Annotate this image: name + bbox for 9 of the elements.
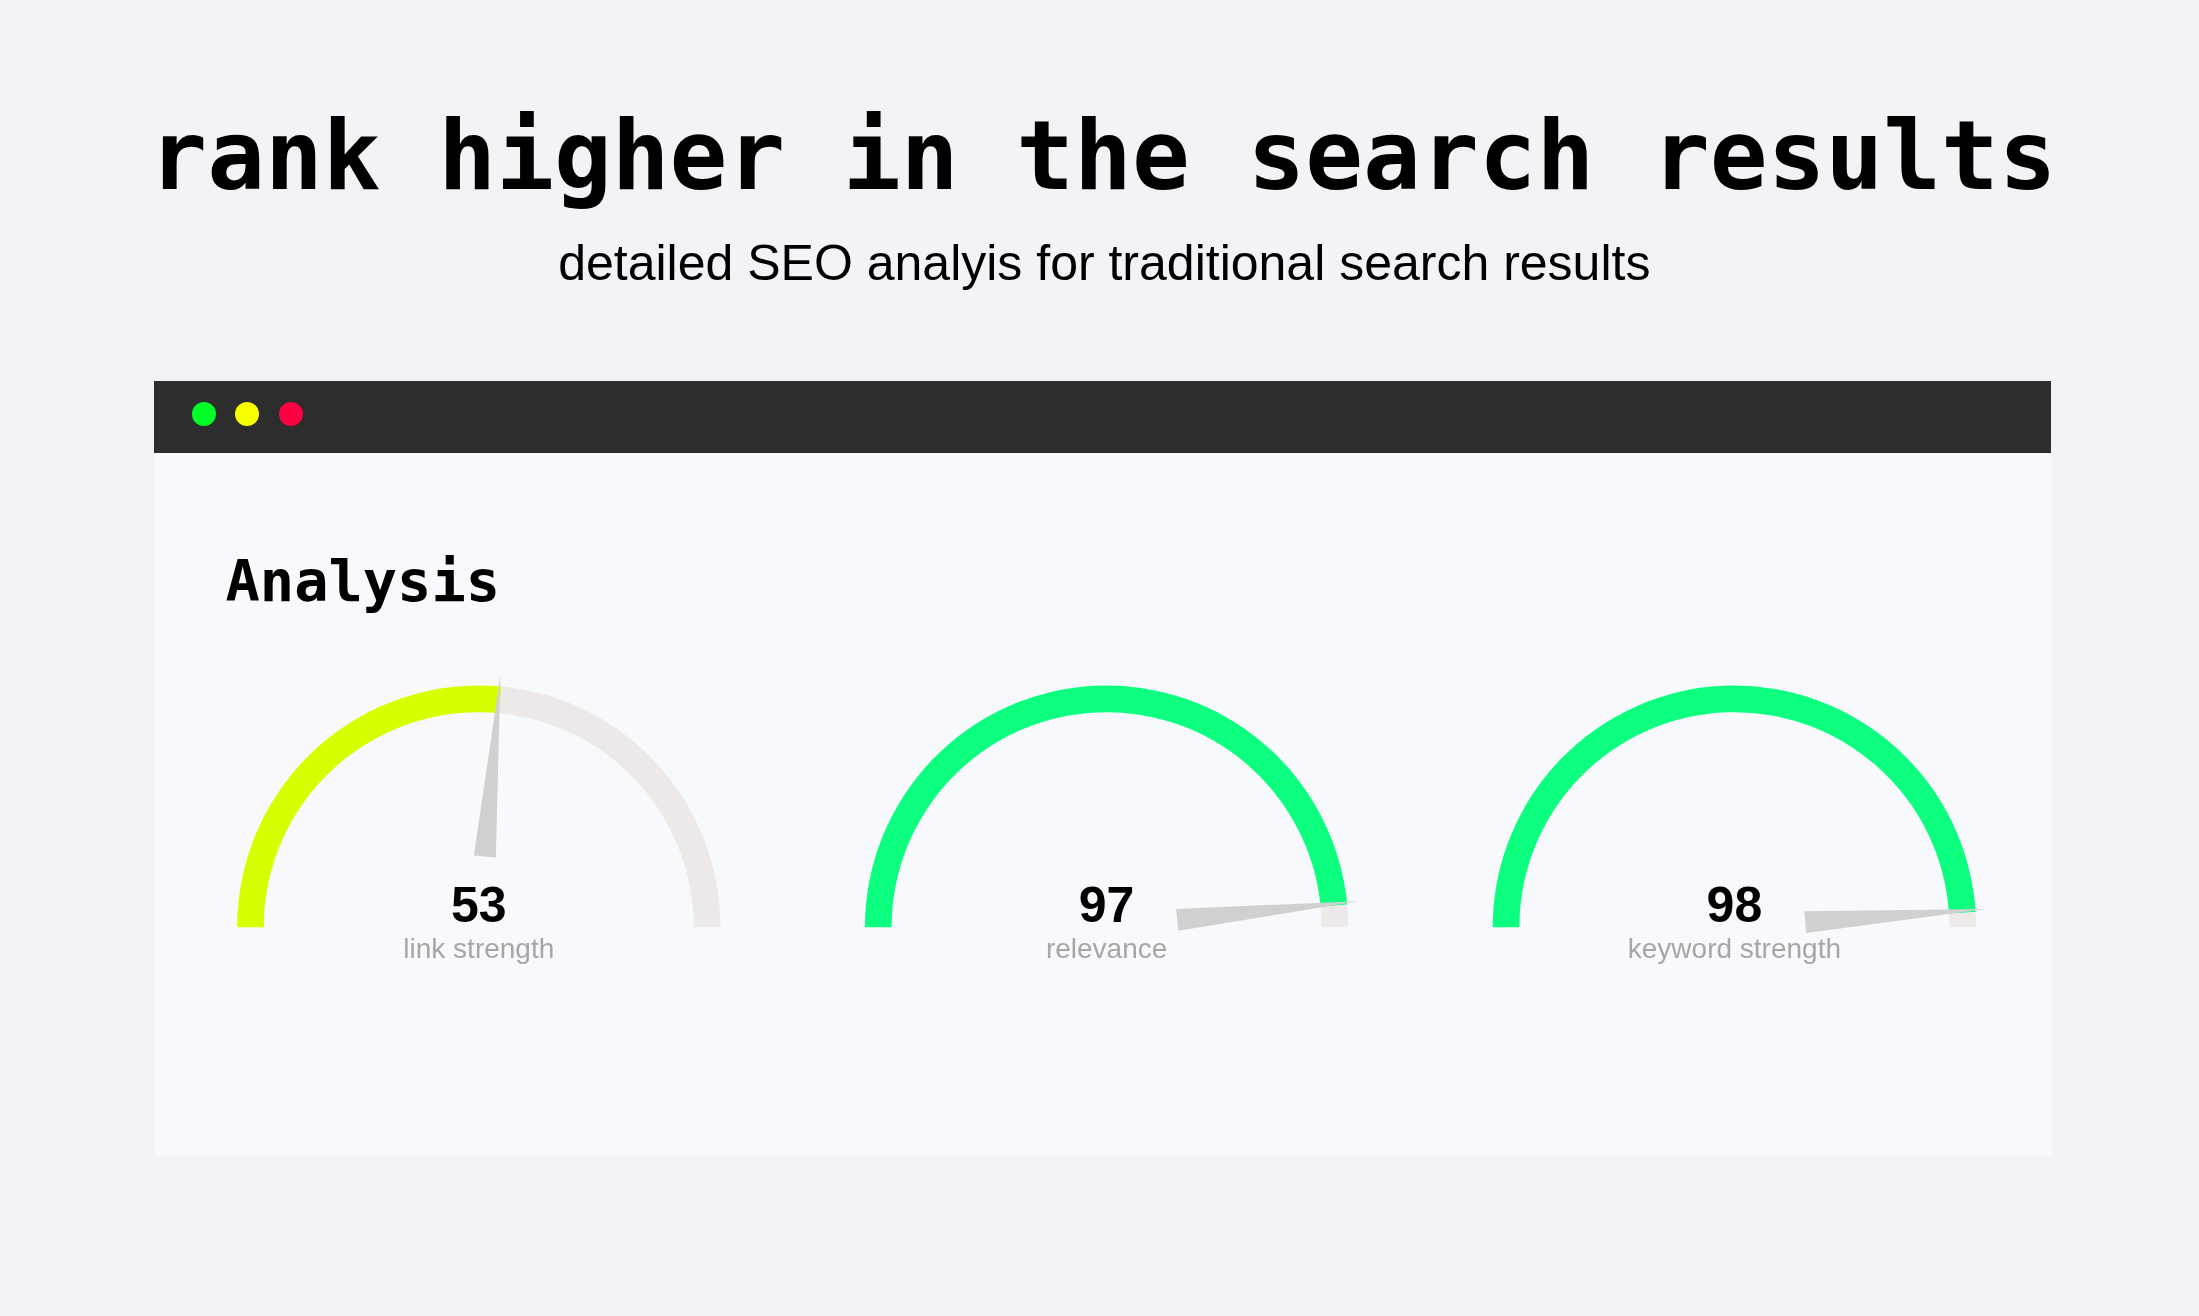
slice-label: relevance bbox=[1045, 932, 1168, 964]
data-label: 97 bbox=[1078, 877, 1135, 934]
data-label: 53 bbox=[450, 877, 507, 934]
slice-label: keyword strength bbox=[1627, 932, 1842, 964]
text: detailed SEO analyis for traditional search results bbox=[558, 234, 1651, 291]
slice-label: link strength bbox=[403, 932, 555, 964]
text: rank higher in the search results bbox=[149, 99, 2057, 212]
text: Analysis bbox=[225, 548, 501, 615]
data-label: 98 bbox=[1706, 877, 1763, 934]
